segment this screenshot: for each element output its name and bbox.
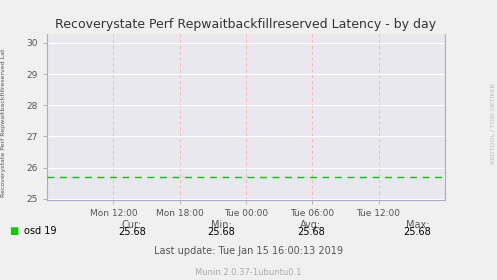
Text: 25.68: 25.68: [404, 227, 431, 237]
Text: osd 19: osd 19: [24, 226, 56, 236]
Text: Cur:: Cur:: [122, 220, 142, 230]
Text: Max:: Max:: [406, 220, 429, 230]
Text: RRDTOOL / TOBI OETIKER: RRDTOOL / TOBI OETIKER: [491, 83, 496, 164]
Text: Munin 2.0.37-1ubuntu0.1: Munin 2.0.37-1ubuntu0.1: [195, 268, 302, 277]
Text: 25.68: 25.68: [118, 227, 146, 237]
Text: 25.68: 25.68: [207, 227, 235, 237]
Text: ■: ■: [9, 226, 18, 236]
Text: Avg:: Avg:: [300, 220, 321, 230]
Text: Min:: Min:: [211, 220, 232, 230]
Text: Recoverystate Perf Repwaitbackfillreserved Lat: Recoverystate Perf Repwaitbackfillreserv…: [1, 49, 6, 197]
Text: Last update: Tue Jan 15 16:00:13 2019: Last update: Tue Jan 15 16:00:13 2019: [154, 246, 343, 256]
Text: 25.68: 25.68: [297, 227, 325, 237]
Title: Recoverystate Perf Repwaitbackfillreserved Latency - by day: Recoverystate Perf Repwaitbackfillreserv…: [56, 18, 436, 31]
